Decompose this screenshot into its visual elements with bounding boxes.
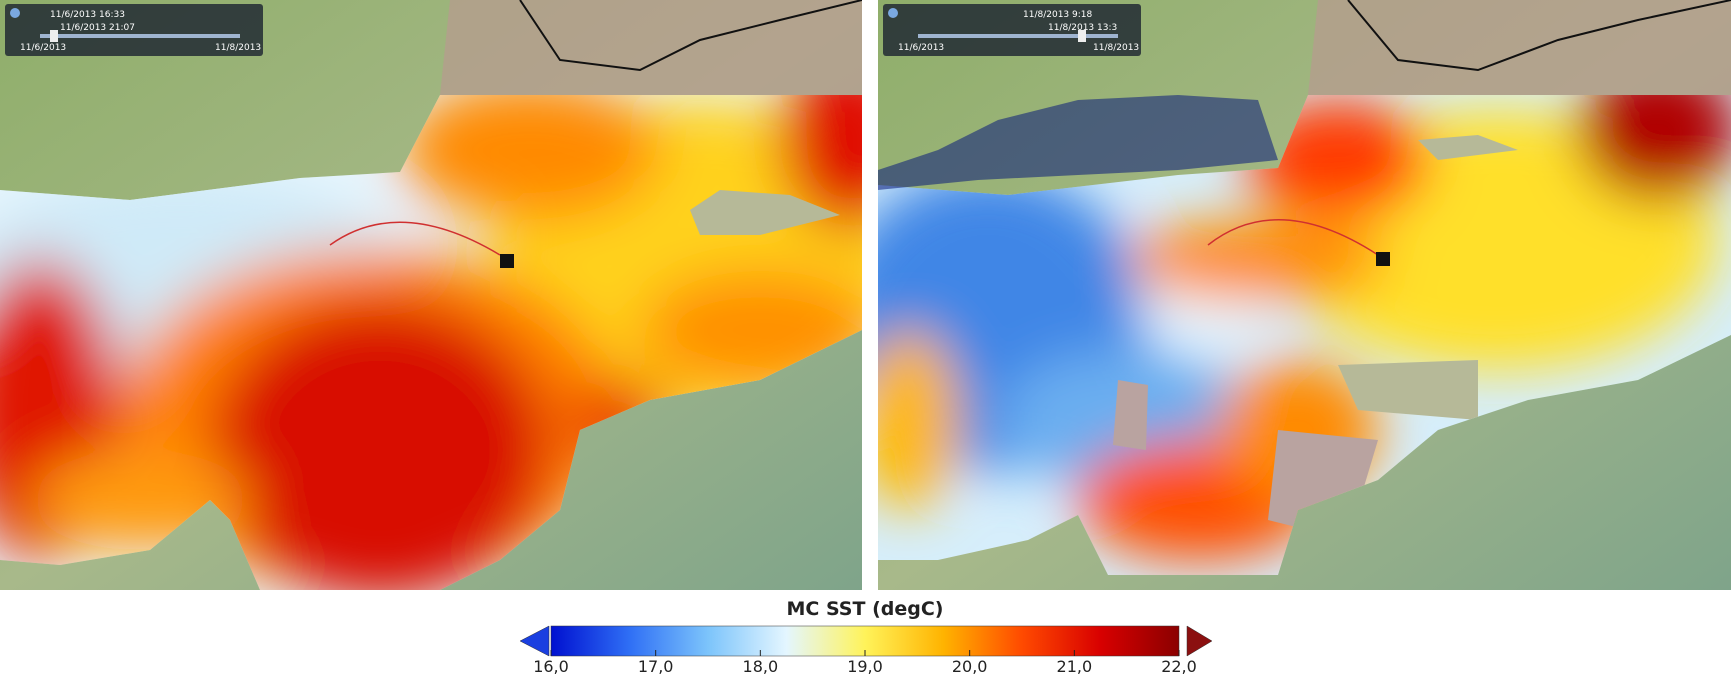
sst-map-right: 11/8/2013 9:18 11/8/2013 13:3 11/6/2013 …	[878, 0, 1731, 590]
end-time: 11/6/2013 21:07	[60, 23, 135, 33]
tick-label: 18,0	[743, 657, 779, 676]
over-arrow	[1186, 625, 1213, 657]
colorbar-title: MC SST (degC)	[787, 598, 944, 620]
glider-icon	[500, 254, 514, 268]
terrain-highland	[440, 0, 862, 95]
border	[519, 0, 862, 72]
clock-icon	[10, 8, 20, 18]
tick-label: 17,0	[638, 657, 674, 676]
range-end: 11/8/2013	[215, 43, 261, 53]
glider-track	[329, 221, 501, 256]
tick-label: 16,0	[533, 657, 569, 676]
time-slider[interactable]	[40, 34, 240, 38]
range-start: 11/6/2013	[898, 43, 944, 53]
end-time: 11/8/2013 13:3	[1048, 23, 1117, 33]
cloud-mask	[690, 190, 840, 235]
time-control-panel	[883, 4, 1141, 56]
time-control: 11/6/2013 16:33 11/6/2013 21:07 11/6/201…	[5, 4, 263, 56]
time-control-panel	[5, 4, 263, 56]
cloud-mask	[1338, 135, 1518, 420]
land-mask	[1113, 380, 1378, 540]
tick-label: 19,0	[847, 657, 883, 676]
border	[1347, 0, 1731, 72]
colorbar: MC SST (degC) 16,0 17,0 18,0 19,0 20,0 21,0 22…	[519, 598, 1213, 676]
slider-thumb[interactable]	[50, 30, 58, 42]
no-data-pixels	[878, 95, 1278, 190]
tick-label: 21,0	[1057, 657, 1093, 676]
current-time: 11/8/2013 9:18	[1023, 10, 1092, 20]
tick-label: 20,0	[952, 657, 988, 676]
sst-field	[0, 95, 862, 590]
tick-label: 22,0	[1161, 657, 1197, 676]
glider-track	[1207, 219, 1379, 256]
sst-map-left: 11/6/2013 16:33 11/6/2013 21:07 11/6/201…	[0, 0, 862, 590]
range-end: 11/8/2013	[1093, 43, 1139, 53]
time-control: 11/8/2013 9:18 11/8/2013 13:3 11/6/2013 …	[883, 4, 1141, 56]
under-arrow	[519, 625, 550, 657]
current-time: 11/6/2013 16:33	[50, 10, 125, 20]
range-start: 11/6/2013	[20, 43, 66, 53]
time-slider[interactable]	[918, 34, 1118, 38]
glider-icon	[1376, 252, 1390, 266]
slider-thumb[interactable]	[1078, 30, 1086, 42]
clock-icon	[888, 8, 898, 18]
